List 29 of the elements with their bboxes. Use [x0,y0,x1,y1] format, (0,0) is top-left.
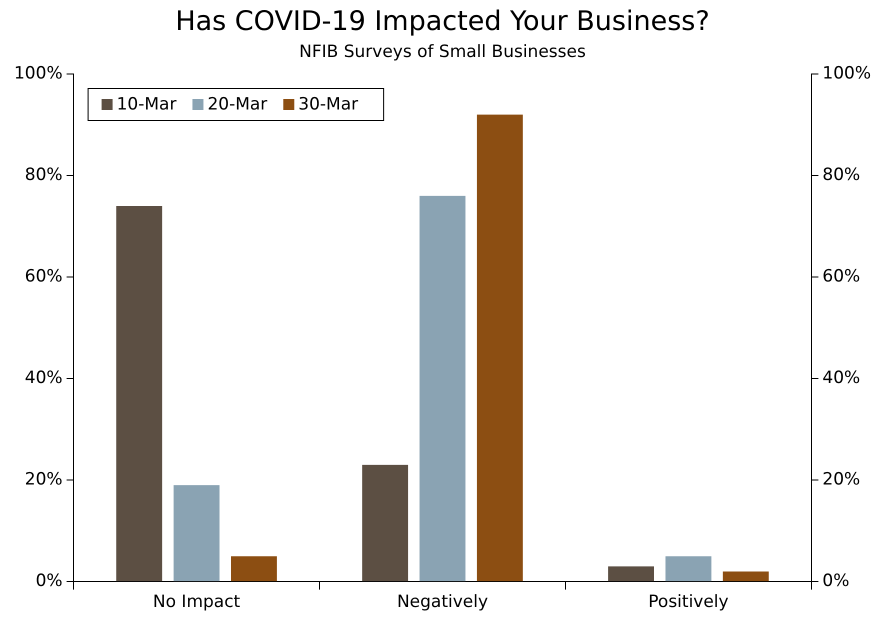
bar [722,571,769,582]
bar [116,206,162,582]
y2-tick-label: 60% [822,266,860,286]
x-tick-label: No Impact [152,592,241,612]
y2-tick-label: 80% [822,164,860,185]
legend-label: 10-Mar [116,94,176,114]
bar [231,556,277,582]
y-tick-label: 80% [24,164,63,185]
bar [476,114,523,582]
bar [420,196,466,582]
y-tick-label: 20% [24,470,63,490]
y2-tick-label: 100% [822,63,872,84]
chart-title: Has COVID-19 Impacted Your Business? [174,6,711,37]
y-tick-label: 0% [36,571,63,592]
x-tick-label: Negatively [396,592,488,612]
bar [362,464,408,582]
bar [665,556,712,582]
y-tick-label: 100% [14,63,63,84]
bar [608,566,654,582]
y2-tick-label: 40% [822,368,860,388]
y-tick-label: 60% [24,266,63,286]
y-tick-label: 40% [24,368,63,388]
y2-tick-label: 0% [822,571,850,592]
x-tick-label: Positively [648,592,729,612]
y2-tick-label: 20% [822,470,860,490]
bar [174,485,220,582]
legend-label: 20-Mar [207,94,268,114]
legend-label: 30-Mar [298,94,358,114]
chart-subtitle: NFIB Surveys of Small Businesses [298,42,587,62]
